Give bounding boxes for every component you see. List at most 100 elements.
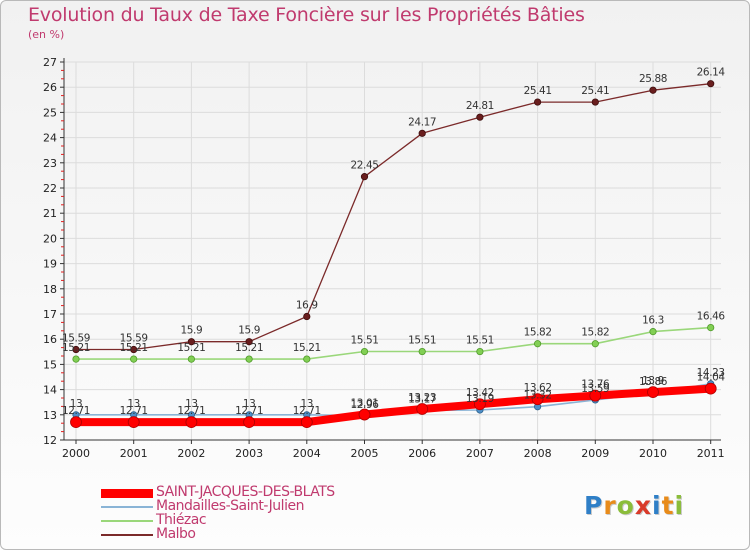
point-malbo-2011 <box>707 80 715 88</box>
y-minor-tick <box>61 229 64 231</box>
point-thi-zac-2007 <box>476 347 484 356</box>
x-tick-label-2003: 2003 <box>235 447 263 460</box>
chart-title: Evolution du Taux de Taxe Foncière sur l… <box>28 4 585 26</box>
point-saint-jacques-des-blats-2007 <box>473 398 486 411</box>
data-label-mandailles-saint-julien-2005: 12.96 <box>350 399 379 411</box>
legend-label-mandailles: Mandailles-Saint-Julien <box>156 498 304 514</box>
logo-letter: i <box>652 491 662 520</box>
data-label-mandailles-saint-julien-2004: 13 <box>301 398 314 410</box>
data-label-mandailles-saint-julien-2002: 13 <box>185 398 198 410</box>
data-label-malbo-2006: 24.17 <box>408 116 436 128</box>
data-label-thi-zac-2003: 15.21 <box>235 342 263 354</box>
data-label-thi-zac-2009: 15.82 <box>581 327 609 339</box>
point-saint-jacques-des-blats-2000 <box>70 416 82 429</box>
data-label-saint-jacques-des-blats-2008: 13.62 <box>524 382 552 394</box>
data-label-saint-jacques-des-blats-2007: 13.42 <box>466 387 494 399</box>
logo-letter: i <box>674 491 685 520</box>
y-tick-label-19: 19 <box>43 258 57 271</box>
data-label-saint-jacques-des-blats-2003: 12.71 <box>235 405 263 417</box>
y-minor-tick <box>61 69 64 71</box>
grid <box>64 61 721 441</box>
data-label-mandailles-saint-julien-2011: 14.23 <box>697 367 725 379</box>
data-label-saint-jacques-des-blats-2010: 13.9 <box>642 375 664 387</box>
y-minor-tick <box>61 95 64 97</box>
y-tick-label-16: 16 <box>43 333 57 346</box>
y-tick-label-18: 18 <box>43 283 57 296</box>
y-minor-tick <box>61 397 64 399</box>
y-tick-label-12: 12 <box>43 434 57 447</box>
point-saint-jacques-des-blats-2005 <box>358 408 371 421</box>
y-minor-tick <box>61 330 64 332</box>
legend-label-malbo: Malbo <box>156 526 196 542</box>
data-label-thi-zac-2001: 15.21 <box>120 342 148 354</box>
y-minor-tick <box>61 422 64 424</box>
y-minor-tick <box>61 103 64 105</box>
x-tick-label-2006: 2006 <box>408 447 436 460</box>
legend-label-thiezac: Thiézac <box>156 512 207 528</box>
data-label-malbo-2010: 25.88 <box>639 73 667 85</box>
data-label-thi-zac-2005: 15.51 <box>350 335 378 347</box>
y-tick-label-24: 24 <box>43 132 57 145</box>
data-label-mandailles-saint-julien-2010: 13.86 <box>639 376 668 388</box>
y-minor-tick <box>61 405 64 407</box>
logo-letter: x <box>634 491 652 520</box>
proxiti-logo: Proxiti <box>584 491 684 520</box>
y-minor-tick <box>61 254 64 256</box>
y-tick-label-14: 14 <box>43 384 57 397</box>
y-minor-tick <box>61 153 64 155</box>
logo-letter: r <box>603 491 617 520</box>
data-label-thi-zac-2006: 15.51 <box>408 335 436 347</box>
point-thi-zac-2009 <box>591 340 599 348</box>
y-minor-tick <box>61 170 64 172</box>
data-label-thi-zac-2008: 15.82 <box>524 327 552 339</box>
point-thi-zac-2010 <box>649 328 657 336</box>
point-malbo-2005 <box>360 173 369 181</box>
y-minor-tick <box>61 296 64 298</box>
legend-swatch-thiezac <box>101 520 153 522</box>
y-tick-label-25: 25 <box>43 106 57 119</box>
y-minor-tick <box>61 179 64 181</box>
point-saint-jacques-des-blats-2002 <box>185 416 198 429</box>
point-thi-zac-2011 <box>707 324 715 332</box>
data-label-saint-jacques-des-blats-2011: 14.04 <box>697 372 726 384</box>
x-tick-label-2011: 2011 <box>697 447 725 460</box>
data-label-malbo-2003: 15.9 <box>238 325 260 337</box>
y-minor-tick <box>61 380 64 382</box>
point-saint-jacques-des-blats-2003 <box>243 416 256 429</box>
data-label-saint-jacques-des-blats-2004: 12.71 <box>293 405 321 417</box>
logo-letter: P <box>584 491 604 520</box>
data-label-mandailles-saint-julien-2009: 13.59 <box>581 383 609 395</box>
y-minor-tick <box>61 204 64 206</box>
y-tick-label-17: 17 <box>43 308 57 321</box>
data-label-saint-jacques-des-blats-2009: 13.76 <box>581 379 610 391</box>
y-minor-tick <box>61 355 64 357</box>
point-malbo-2001 <box>130 345 138 354</box>
point-thi-zac-2004 <box>303 355 311 363</box>
point-thi-zac-2008 <box>533 340 542 348</box>
data-label-thi-zac-2007: 15.51 <box>466 335 494 347</box>
series-layer <box>70 80 717 429</box>
y-minor-tick <box>61 221 64 223</box>
data-label-thi-zac-2002: 15.21 <box>177 342 205 354</box>
point-saint-jacques-des-blats-2009 <box>589 389 602 402</box>
data-label-saint-jacques-des-blats-2000: 12.71 <box>62 405 90 417</box>
data-labels-layer: 15.59 15.59 15.9 15.9 16.9 22.45 24.17 24.81 25.… <box>62 67 726 417</box>
series-line-saint-jacques-des-blats <box>76 384 711 427</box>
x-tick-label-2008: 2008 <box>524 447 552 460</box>
y-minor-tick <box>61 347 64 349</box>
point-malbo-2010 <box>649 86 657 94</box>
series-line-malbo <box>76 83 711 351</box>
point-malbo-2009 <box>591 98 599 106</box>
point-thi-zac-2005 <box>360 347 369 356</box>
point-thi-zac-2000 <box>72 355 80 363</box>
data-label-saint-jacques-des-blats-2001: 12.71 <box>120 405 148 417</box>
y-minor-tick <box>61 145 64 147</box>
data-label-malbo-2002: 15.9 <box>181 325 203 337</box>
x-tick-label-2002: 2002 <box>177 447 205 460</box>
y-minor-tick <box>61 246 64 248</box>
point-saint-jacques-des-blats-2001 <box>127 416 140 429</box>
point-malbo-2002 <box>187 338 195 346</box>
y-minor-tick <box>61 431 64 433</box>
